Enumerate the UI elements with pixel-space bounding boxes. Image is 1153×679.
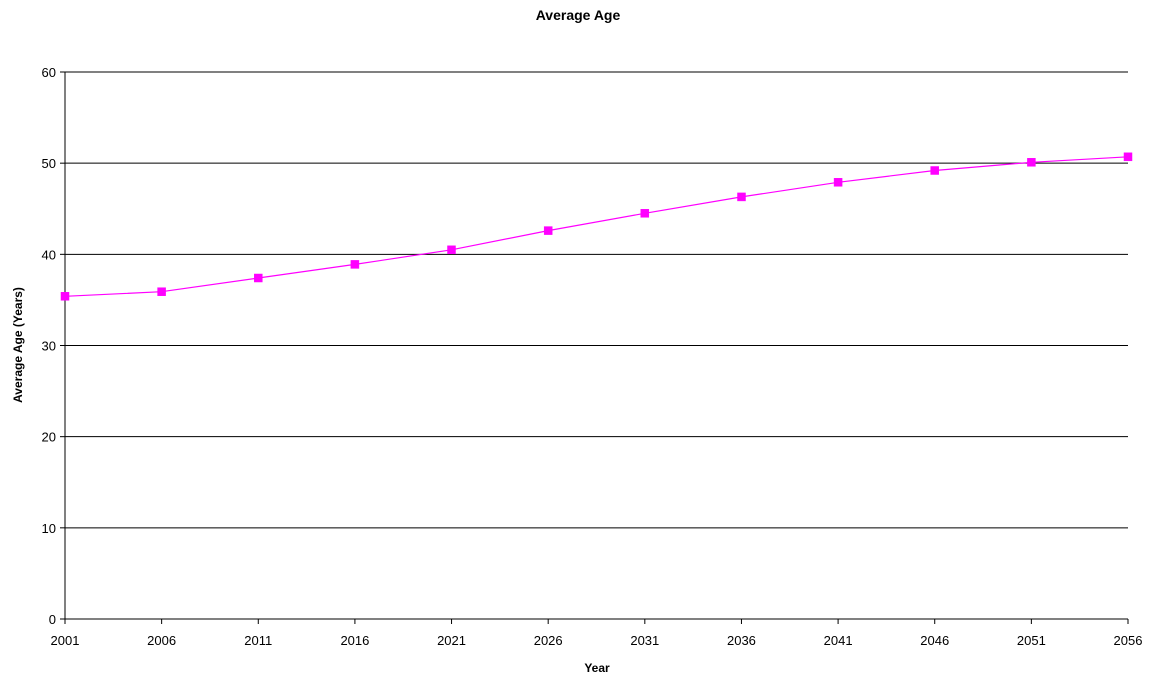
data-point-2021: [447, 245, 456, 255]
data-point-2026: [543, 226, 553, 235]
x-tick-label: 2016: [340, 633, 369, 648]
y-tick-label: 0: [49, 612, 56, 627]
x-tick-label: 2026: [534, 633, 563, 648]
data-point-2031: [640, 209, 650, 218]
data-point-2046: [930, 166, 939, 175]
x-axis-label: Year: [584, 661, 610, 675]
x-tick-label: 2051: [1017, 633, 1046, 648]
x-tick-label: 2001: [51, 633, 80, 648]
x-tick-label: 2036: [727, 633, 756, 648]
x-tick-label: 2006: [147, 633, 176, 648]
data-point-2016: [350, 260, 360, 269]
x-tick-label: 2031: [630, 633, 659, 648]
series-line: [64, 156, 1129, 297]
tick-labels: 0 10 20 30 40 50 60 2001 2006 2011 2016 2021 2026 203…: [42, 65, 1143, 648]
x-tick-label: 2056: [1114, 633, 1143, 648]
x-tick-label: 2046: [920, 633, 949, 648]
x-tick-label: 2041: [824, 633, 853, 648]
data-point-2051: [1027, 158, 1036, 167]
y-axis-label: Average Age (Years): [11, 287, 25, 403]
data-point-2036: [737, 192, 746, 202]
data-point-2041: [833, 178, 843, 187]
y-tick-label: 30: [42, 339, 56, 354]
series: [60, 152, 1133, 301]
data-point-2011: [254, 273, 263, 283]
x-tick-label: 2021: [437, 633, 466, 648]
data-point-2001: [60, 292, 70, 301]
y-tick-label: 40: [42, 247, 56, 262]
chart-title: Average Age: [536, 7, 621, 23]
data-point-2056: [1123, 152, 1133, 162]
axes: [60, 71, 1129, 624]
y-tick-label: 60: [42, 65, 56, 80]
y-tick-label: 20: [42, 430, 56, 445]
x-tick-label: 2011: [244, 633, 272, 648]
y-tick-label: 50: [42, 156, 56, 171]
gridlines: [65, 71, 1128, 529]
data-point-2006: [157, 287, 166, 296]
y-tick-label: 10: [42, 521, 56, 536]
